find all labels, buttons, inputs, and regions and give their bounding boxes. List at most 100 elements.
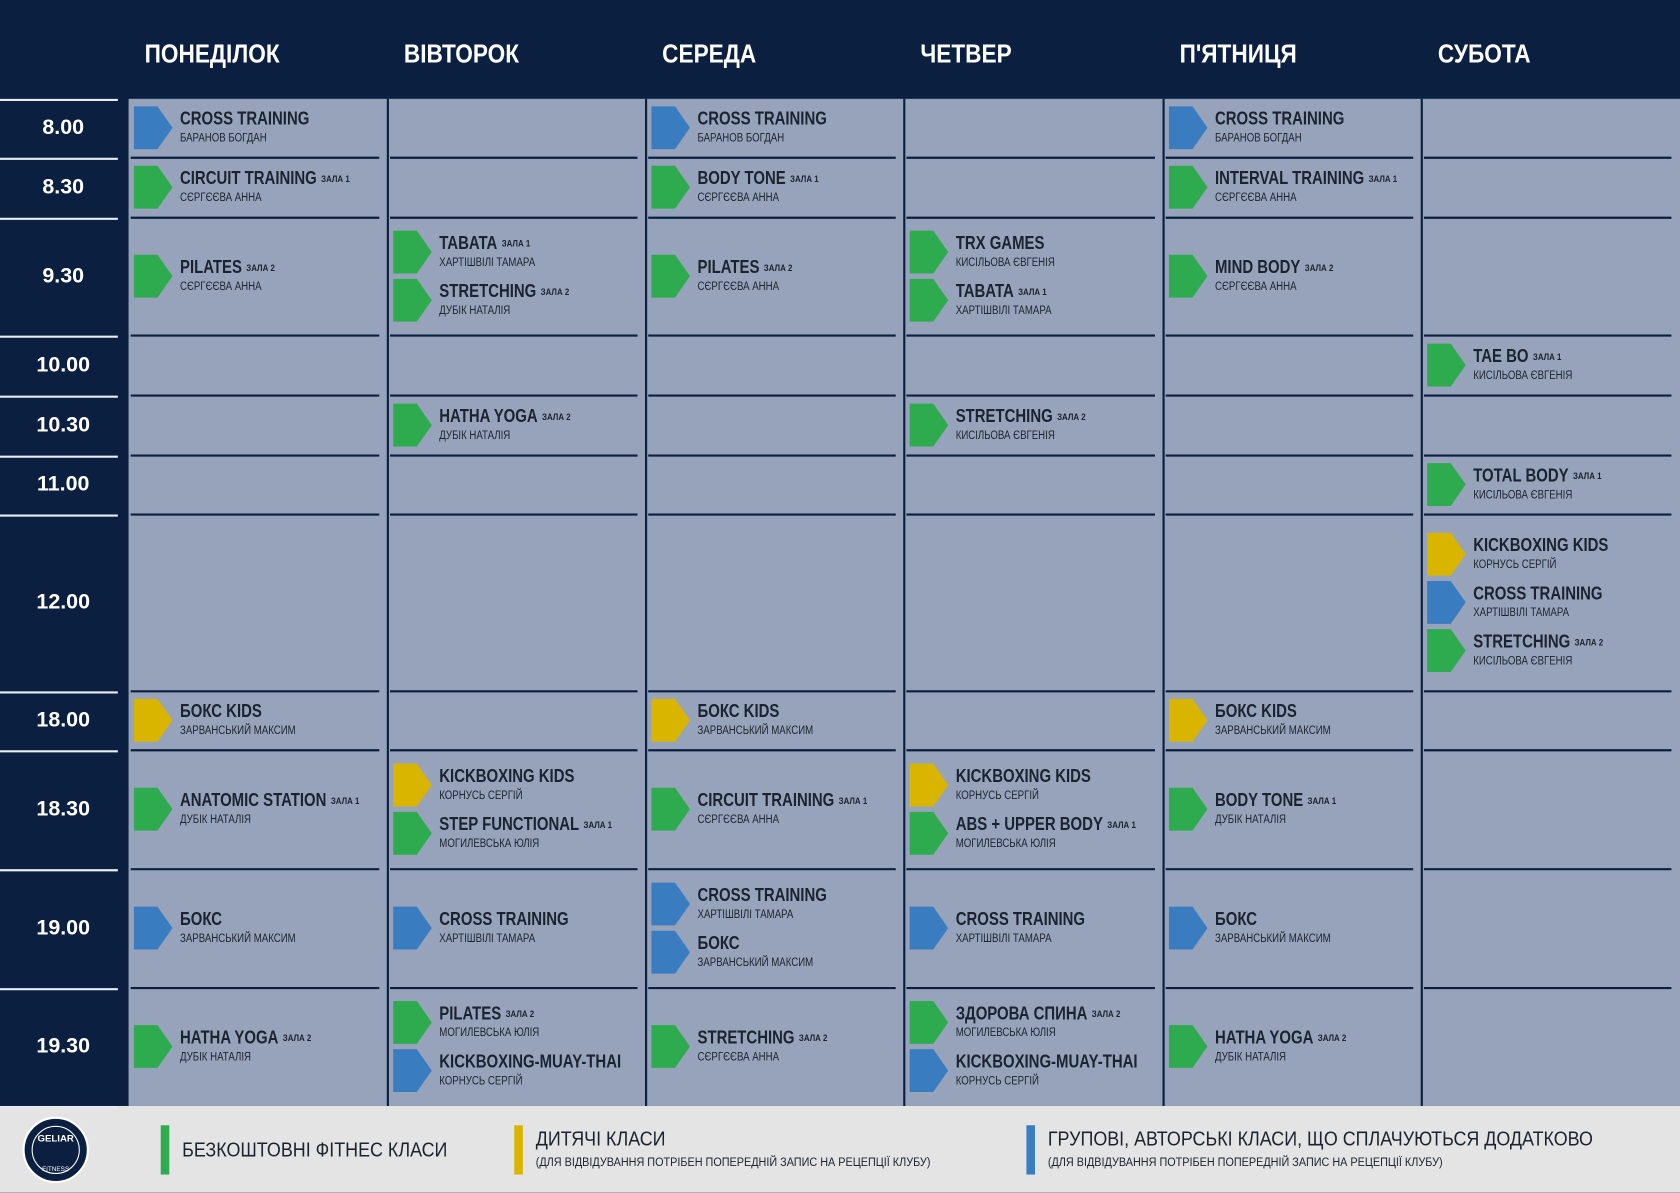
class-hall: ЗАЛА 2 [764,262,793,273]
class-name: HATHA YOGA [180,1027,278,1048]
class-trainer: ХАРТІШВІЛІ ТАМАРА [1473,606,1570,619]
time-label: 12.00 [36,590,90,614]
class-name: ABS + UPPER BODY [956,814,1103,835]
class-hall: ЗАЛА 2 [1575,637,1604,648]
class-title: CROSS TRAINING [698,109,827,130]
class-trainer: СЄРГЄЄВА АННА [698,813,780,826]
time-label: 19.00 [36,915,90,939]
class-name: STRETCHING [439,281,536,302]
class-trainer: БАРАНОВ БОГДАН [1215,132,1302,145]
class-name: CROSS TRAINING [698,885,827,906]
class-trainer: КИСІЛЬОВА ЄВГЕНІЯ [1473,369,1572,382]
class-title: PILATES ЗАЛА 2 [698,257,793,278]
class-icon [133,165,173,209]
legend-swatch [514,1125,523,1175]
class-hall: ЗАЛА 2 [1092,1009,1121,1020]
class-icon [1168,787,1208,831]
class-icon [909,278,949,322]
class-icon [909,763,949,807]
class-title: БОКС [1215,909,1257,930]
class-name: MIND BODY [1215,257,1300,278]
class-trainer: ДУБІК НАТАЛІЯ [1215,1050,1286,1063]
class-trainer: ЗАРВАНСЬКИЙ МАКСИМ [180,931,296,945]
class-name: KICKBOXING KIDS [439,766,574,787]
class-name: PILATES [439,1003,501,1024]
class-trainer: КОРНУСЬ СЕРГІЙ [956,1073,1039,1087]
class-entry: STEP FUNCTIONAL ЗАЛА 1 МОГИЛЕВСЬКА ЮЛІЯ [393,811,612,855]
time-label: 8.00 [42,115,84,139]
class-trainer: КИСІЛЬОВА ЄВГЕНІЯ [956,256,1055,269]
class-text: CROSS TRAINING ХАРТІШВІЛІ ТАМАРА [698,885,827,921]
class-title: БОКС [180,909,222,930]
class-entry: TRX GAMES КИСІЛЬОВА ЄВГЕНІЯ [909,230,1055,274]
class-name: KICKBOXING KIDS [1473,535,1608,556]
class-entry: CROSS TRAINING ХАРТІШВІЛІ ТАМАРА [393,906,569,950]
class-trainer: ЗАРВАНСЬКИЙ МАКСИМ [180,723,296,737]
class-title: БОКС KIDS [1215,701,1297,722]
class-icon [651,930,690,974]
class-hall: ЗАЛА 2 [542,411,571,422]
class-name: BODY TONE [698,168,786,189]
class-text: PILATES ЗАЛА 2 СЄРГЄЄВА АННА [180,257,275,293]
class-title: MIND BODY ЗАЛА 2 [1215,257,1333,278]
time-label: 11.00 [37,472,89,496]
class-title: ANATOMIC STATION ЗАЛА 1 [180,790,359,811]
class-trainer: СЄРГЄЄВА АННА [180,191,262,204]
class-trainer: ХАРТІШВІЛІ ТАМАРА [698,908,795,921]
class-text: PILATES ЗАЛА 2 МОГИЛЕВСЬКА ЮЛІЯ [439,1003,539,1039]
class-entry: PILATES ЗАЛА 2 СЄРГЄЄВА АННА [133,254,275,298]
class-entry: BODY TONE ЗАЛА 1 ДУБІК НАТАЛІЯ [1168,787,1336,831]
class-icon [1427,532,1466,576]
logo-name: GELIAR [38,1134,74,1145]
class-hall: ЗАЛА 1 [790,174,819,185]
class-title: BODY TONE ЗАЛА 1 [698,168,819,189]
legend-title: БЕЗКОШТОВНІ ФІТНЕС КЛАСИ [182,1139,447,1161]
class-title: STRETCHING ЗАЛА 2 [439,281,569,302]
class-name: HATHA YOGA [1215,1027,1313,1048]
class-entry: BODY TONE ЗАЛА 1 СЄРГЄЄВА АННА [651,165,819,209]
class-title: STEP FUNCTIONAL ЗАЛА 1 [439,814,612,835]
time-label: 10.30 [36,412,90,436]
class-entry: CIRCUIT TRAINING ЗАЛА 1 СЄРГЄЄВА АННА [133,165,350,209]
class-trainer: МОГИЛЕВСЬКА ЮЛІЯ [956,837,1056,850]
class-entry: TAE BO ЗАЛА 1 КИСІЛЬОВА ЄВГЕНІЯ [1427,343,1572,387]
class-name: TAE BO [1473,346,1528,367]
legend-swatch [1026,1125,1035,1175]
class-trainer: ДУБІК НАТАЛІЯ [1215,813,1286,826]
logo-sub: FITNESS [42,1166,69,1173]
class-text: HATHA YOGA ЗАЛА 2 ДУБІК НАТАЛІЯ [180,1027,311,1063]
legend-note: (ДЛЯ ВІДВІДУВАННЯ ПОТРІБЕН ПОПЕРЕДНІЙ ЗА… [536,1155,931,1169]
class-trainer: ДУБІК НАТАЛІЯ [439,429,510,442]
class-hall: ЗАЛА 1 [1533,351,1562,362]
class-entry: CIRCUIT TRAINING ЗАЛА 1 СЄРГЄЄВА АННА [651,787,867,831]
time-label: 8.30 [42,174,84,198]
class-text: CROSS TRAINING ХАРТІШВІЛІ ТАМАРА [1473,583,1602,619]
day-label: ВІВТОРОК [404,40,519,69]
class-entry: ANATOMIC STATION ЗАЛА 1 ДУБІК НАТАЛІЯ [133,787,359,831]
class-title: HATHA YOGA ЗАЛА 2 [1215,1027,1346,1048]
class-hall: ЗАЛА 1 [1018,287,1047,298]
class-icon [133,106,173,150]
class-name: БОКС [698,933,740,954]
class-trainer: ЗАРВАНСЬКИЙ МАКСИМ [698,723,814,737]
class-hall: ЗАЛА 2 [246,262,275,273]
class-icon [393,763,432,807]
class-icon [1168,254,1208,298]
class-title: TAE BO ЗАЛА 1 [1473,346,1561,367]
class-hall: ЗАЛА 1 [1107,820,1136,831]
class-icon [1427,343,1466,387]
class-text: PILATES ЗАЛА 2 СЄРГЄЄВА АННА [698,257,793,293]
class-entry: TABATA ЗАЛА 1 ХАРТІШВІЛІ ТАМАРА [909,278,1053,322]
class-trainer: ХАРТІШВІЛІ ТАМАРА [956,304,1053,317]
class-name: PILATES [180,257,242,278]
logo-circle [22,1116,89,1184]
class-icon [651,698,690,742]
class-icon [393,1000,432,1044]
